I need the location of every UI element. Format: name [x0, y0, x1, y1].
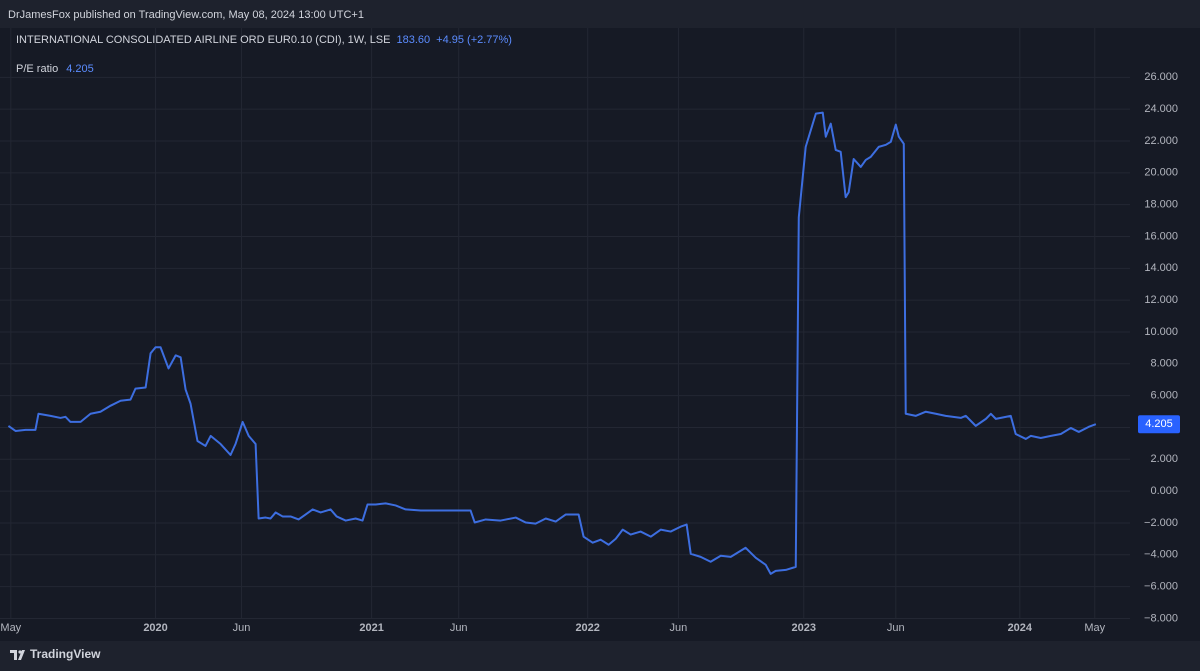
last-value-label: 4.205	[1145, 418, 1173, 430]
y-tick-label: 8.000	[1150, 358, 1178, 370]
bottom-bar	[0, 641, 1200, 671]
y-tick-label: 14.000	[1144, 262, 1178, 274]
change: +4.95 (+2.77%)	[436, 34, 512, 46]
x-tick-label: Jun	[233, 622, 251, 634]
x-tick-label: Jun	[450, 622, 468, 634]
x-tick-label: Jun	[887, 622, 905, 634]
x-tick-label: May	[0, 622, 21, 634]
series-line	[7, 111, 1097, 575]
last-value-box	[1138, 415, 1180, 434]
top-bar	[0, 0, 1200, 28]
x-tick-label: May	[1084, 622, 1105, 634]
symbol: INTERNATIONAL CONSOLIDATED AIRLINE ORD E…	[16, 34, 390, 46]
y-tick-label: 12.000	[1144, 294, 1178, 306]
brand: TradingView	[30, 647, 101, 661]
y-tick-label: 6.000	[1150, 390, 1178, 402]
x-tick-label: 2023	[792, 622, 816, 634]
x-tick-label: 2022	[575, 622, 599, 634]
y-tick-label: 10.000	[1144, 326, 1178, 338]
legend-name: P/E ratio	[16, 63, 58, 75]
grid	[0, 28, 1130, 619]
y-tick-label: 26.000	[1144, 71, 1178, 83]
legend-value: 4.205	[66, 63, 94, 75]
x-tick-label: Jun	[670, 622, 688, 634]
publisher: DrJamesFox published on TradingView.com,…	[8, 9, 364, 21]
y-tick-label: 16.000	[1144, 230, 1178, 242]
y-tick-label: 22.000	[1144, 135, 1178, 147]
x-tick-label: 2020	[143, 622, 167, 634]
x-tick-label: 2021	[359, 622, 383, 634]
price: 183.60	[396, 34, 430, 46]
y-tick-label: −4.000	[1144, 549, 1178, 561]
y-tick-label: 24.000	[1144, 103, 1178, 115]
y-tick-label: 18.000	[1144, 199, 1178, 211]
y-tick-label: −8.000	[1144, 612, 1178, 624]
y-tick-label: −2.000	[1144, 517, 1178, 529]
y-tick-label: 0.000	[1150, 485, 1178, 497]
logo	[10, 650, 25, 660]
x-tick-label: 2024	[1008, 622, 1033, 634]
y-tick-label: 20.000	[1144, 167, 1178, 179]
y-tick-label: −6.000	[1144, 581, 1178, 593]
y-tick-label: 2.000	[1150, 453, 1178, 465]
